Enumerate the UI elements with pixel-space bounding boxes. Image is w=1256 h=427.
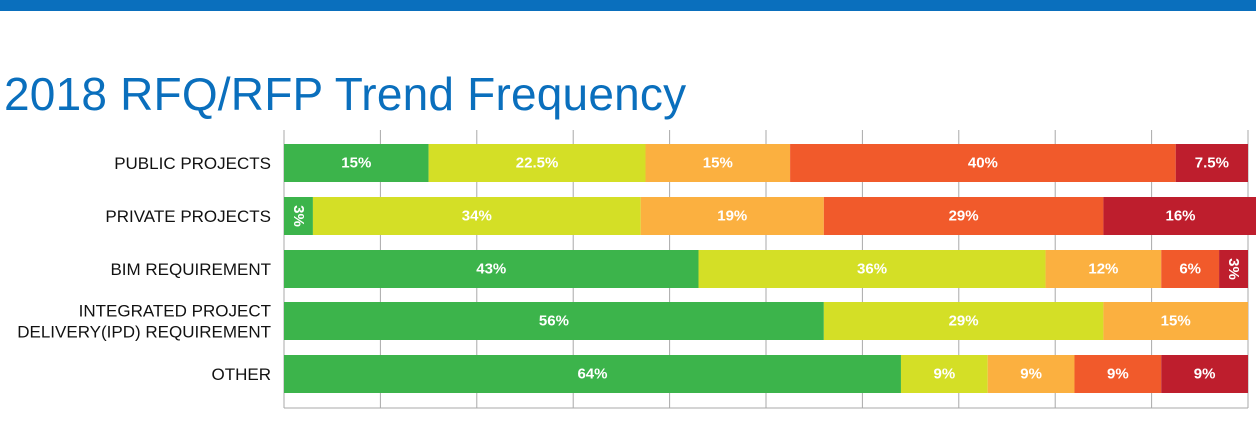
bar-row: INTEGRATED PROJECT DELIVERY(IPD) REQUIREM… — [17, 302, 1248, 342]
bar-segment — [823, 302, 1104, 340]
bar-segment — [987, 355, 1075, 393]
bar-segment — [1161, 250, 1220, 288]
bar-segment — [640, 197, 824, 235]
bar-segment — [284, 302, 824, 340]
category-label: INTEGRATED PROJECT — [79, 302, 271, 321]
segment-label: 15% — [703, 155, 733, 172]
segment-label: 7.5% — [1195, 155, 1229, 172]
segment-label: 19% — [717, 208, 747, 225]
segment-label: 9% — [933, 366, 955, 383]
category-label: PRIVATE PROJECTS — [105, 207, 271, 226]
segment-label: 15% — [341, 155, 371, 172]
segment-label: 9% — [1194, 366, 1216, 383]
bar-row: OTHER 64% 9% 9% 9% 9% — [212, 355, 1248, 393]
bar-row: BIM REQUIREMENT 43% 36% 12% 6% 3% — [110, 250, 1248, 288]
segment-label: 3% — [290, 205, 307, 227]
bar-segment — [900, 355, 988, 393]
category-label: PUBLIC PROJECTS — [114, 154, 271, 173]
bar-segment — [312, 197, 641, 235]
bar-segment — [284, 250, 699, 288]
bar-segment — [1045, 250, 1162, 288]
segment-label: 36% — [857, 261, 887, 278]
category-label: OTHER — [212, 365, 272, 384]
bar-segment — [1074, 355, 1162, 393]
segment-label: 9% — [1020, 366, 1042, 383]
bar-segment — [284, 197, 313, 235]
segment-label: 34% — [462, 208, 492, 225]
bar-segment — [1175, 144, 1248, 182]
bar-row: PUBLIC PROJECTS 15% 22.5% 15% 40% 7.5% — [114, 144, 1248, 182]
category-label: BIM REQUIREMENT — [110, 260, 271, 279]
top-accent-bar — [0, 0, 1256, 11]
segment-label: 3% — [1225, 258, 1242, 280]
bar-segment — [823, 197, 1104, 235]
segment-label: 15% — [1161, 313, 1191, 330]
bar-segment — [1103, 302, 1248, 340]
bar-row: PRIVATE PROJECTS 3% 34% 19% 29% 16% — [105, 197, 1256, 235]
bar-segment — [1219, 250, 1248, 288]
segment-label: 29% — [949, 208, 979, 225]
segment-label: 12% — [1088, 261, 1118, 278]
bar-segment — [645, 144, 791, 182]
segment-label: 43% — [476, 261, 506, 278]
bar-segment — [284, 355, 901, 393]
category-label: DELIVERY(IPD) REQUIREMENT — [17, 323, 271, 342]
segment-label: 6% — [1179, 261, 1201, 278]
segment-label: 22.5% — [516, 155, 559, 172]
segment-label: 29% — [949, 313, 979, 330]
segment-label: 56% — [539, 313, 569, 330]
bar-segment — [698, 250, 1046, 288]
segment-label: 64% — [577, 366, 607, 383]
bar-segment — [428, 144, 646, 182]
bar-segment — [284, 144, 429, 182]
segment-label: 16% — [1166, 208, 1196, 225]
segment-label: 40% — [968, 155, 998, 172]
segment-label: 9% — [1107, 366, 1129, 383]
bar-segment — [1161, 355, 1248, 393]
bar-segment — [790, 144, 1176, 182]
chart-title: 2018 RFQ/RFP Trend Frequency — [4, 67, 687, 120]
bar-segment — [1103, 197, 1256, 235]
